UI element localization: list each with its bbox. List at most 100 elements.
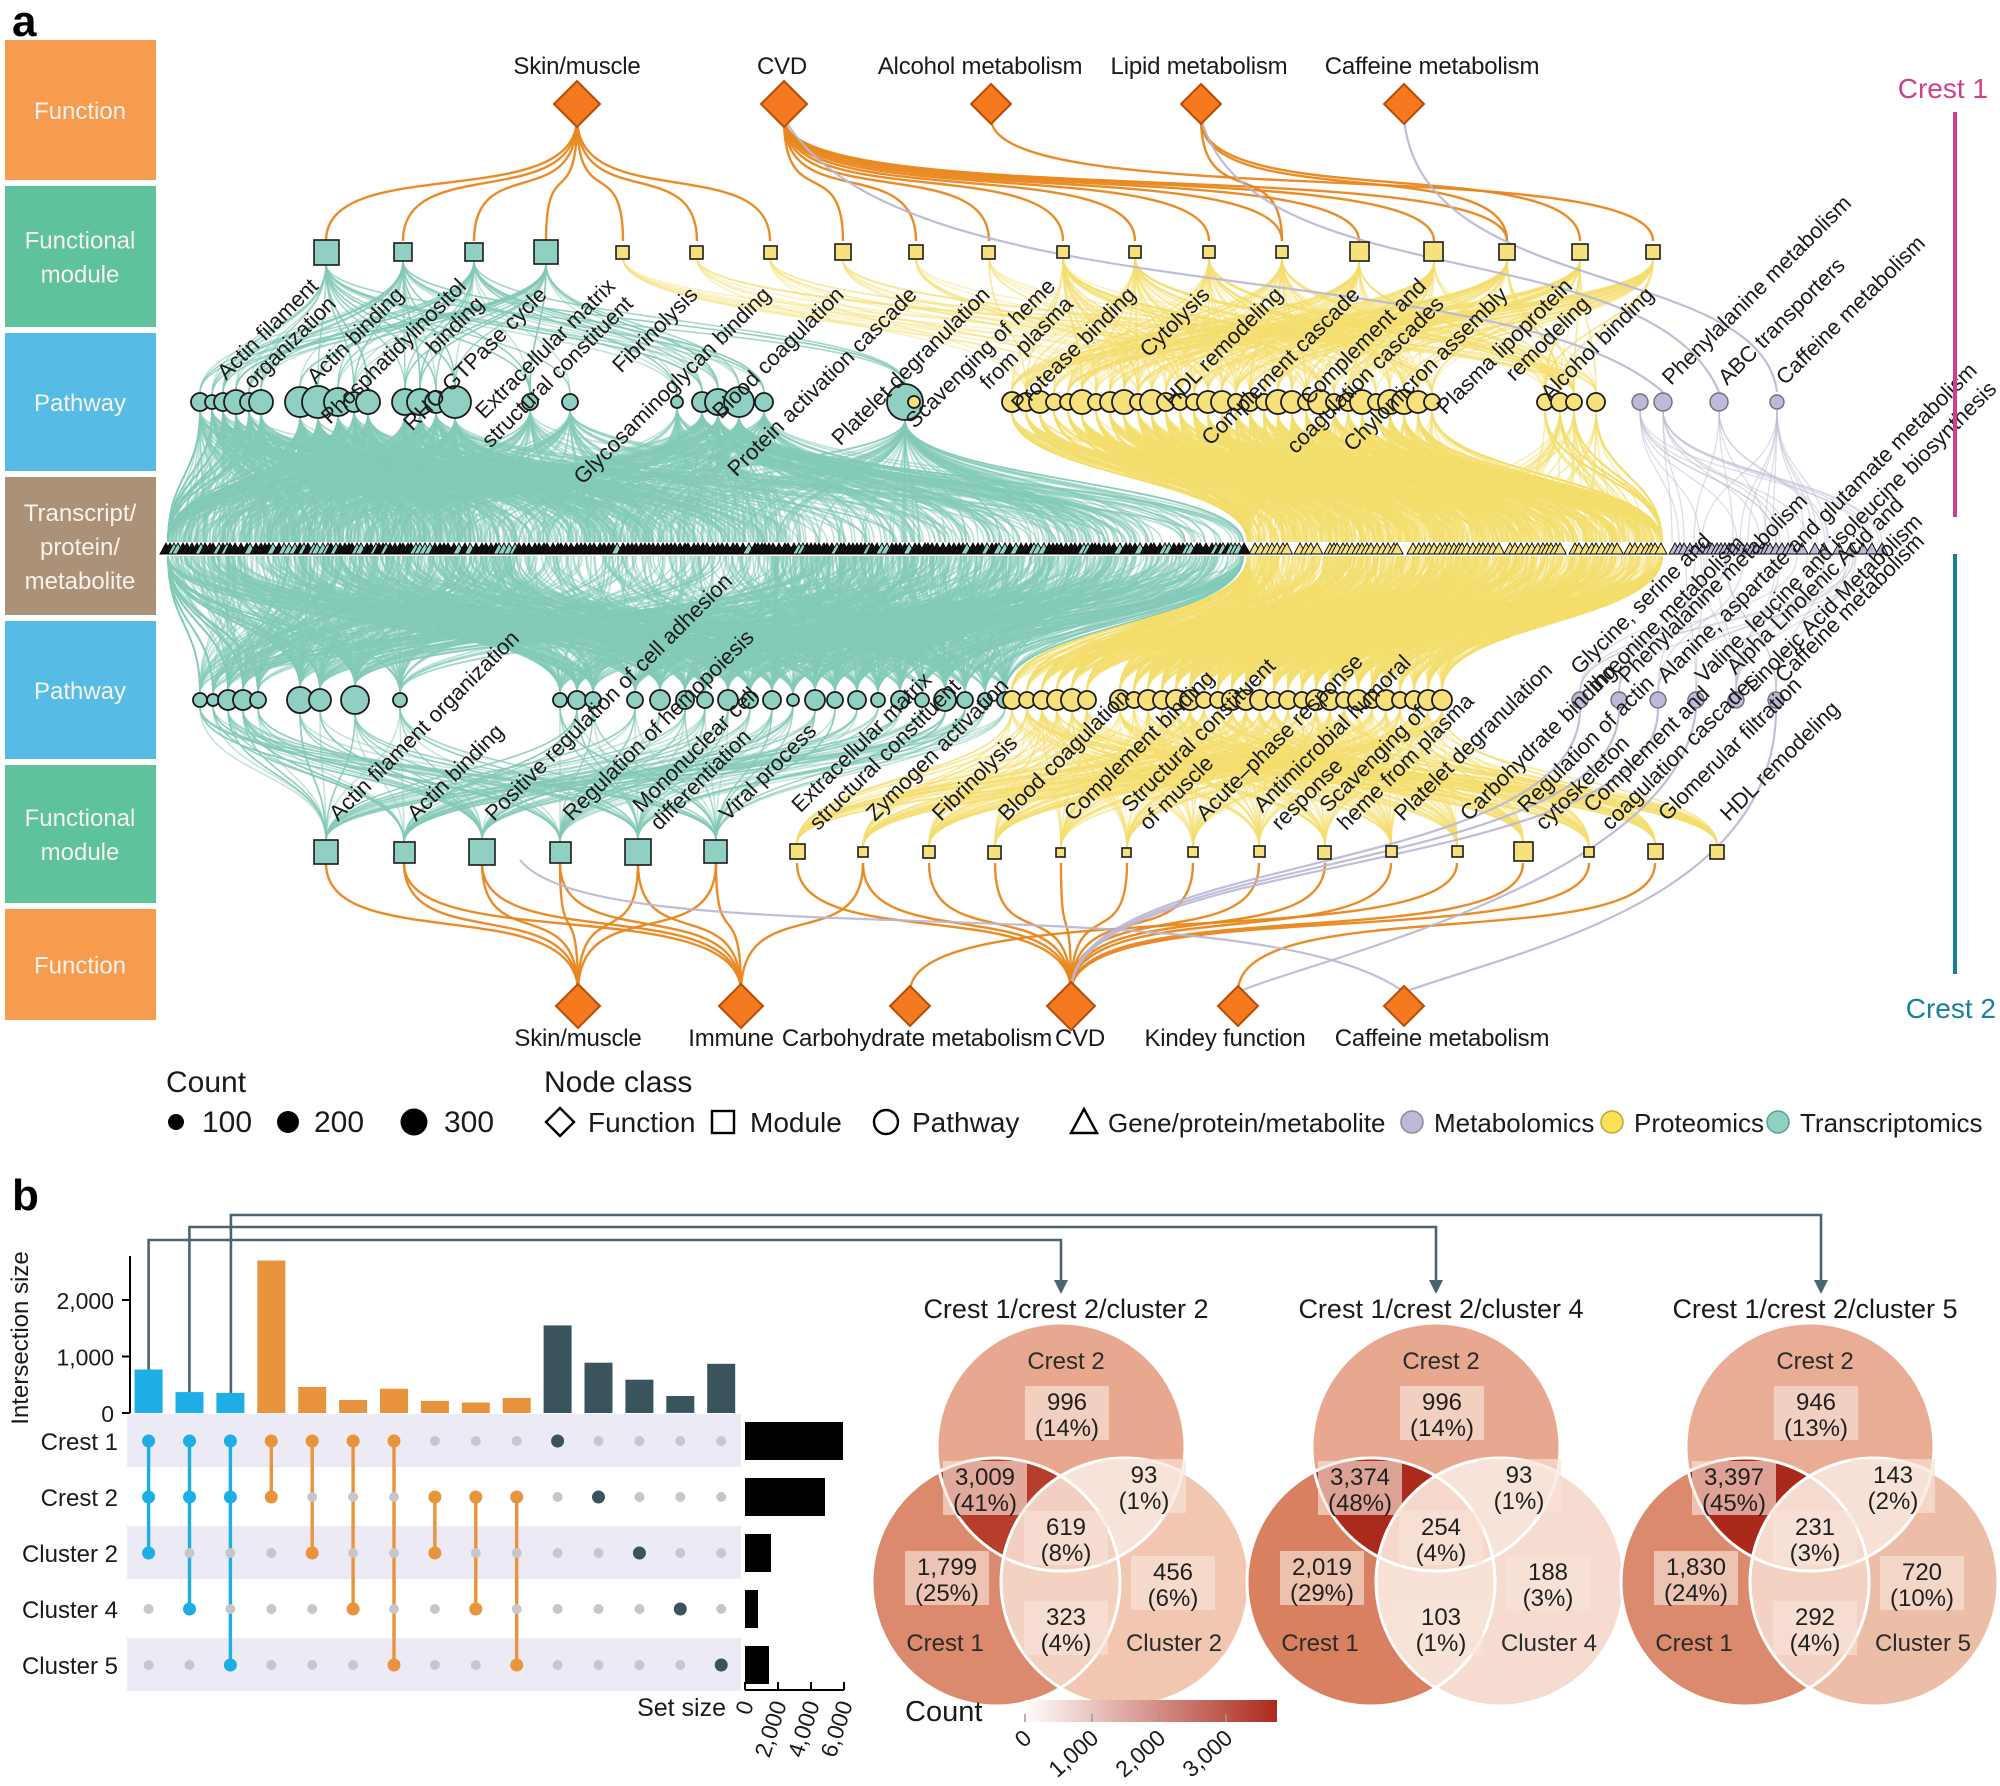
svg-text:Count: Count <box>166 1066 247 1099</box>
svg-text:Intersection size: Intersection size <box>7 1251 34 1424</box>
svg-text:Cluster 4: Cluster 4 <box>1501 1630 1597 1657</box>
svg-text:Immune: Immune <box>688 1025 774 1052</box>
svg-text:720: 720 <box>1902 1559 1942 1586</box>
svg-text:143: 143 <box>1873 1462 1913 1489</box>
svg-text:619: 619 <box>1046 1514 1086 1541</box>
svg-text:CVD: CVD <box>1055 1025 1105 1052</box>
svg-text:Pathway: Pathway <box>34 390 126 417</box>
svg-text:(14%): (14%) <box>1410 1415 1474 1442</box>
svg-text:Set size: Set size <box>637 1694 726 1722</box>
svg-text:Crest 1: Crest 1 <box>1655 1630 1732 1657</box>
svg-text:1,830: 1,830 <box>1666 1554 1726 1581</box>
svg-text:(45%): (45%) <box>1702 1490 1766 1517</box>
svg-text:(29%): (29%) <box>1290 1580 1354 1607</box>
svg-text:3,009: 3,009 <box>955 1464 1015 1491</box>
svg-text:Crest 2: Crest 2 <box>41 1485 118 1512</box>
svg-text:Crest 1/crest 2/cluster 4: Crest 1/crest 2/cluster 4 <box>1298 1294 1583 1324</box>
svg-text:946: 946 <box>1796 1389 1836 1416</box>
svg-text:protein/: protein/ <box>40 534 120 561</box>
svg-text:(4%): (4%) <box>1416 1540 1467 1567</box>
svg-text:Skin/muscle: Skin/muscle <box>514 1025 641 1052</box>
svg-text:CVD: CVD <box>757 53 807 80</box>
svg-text:Crest 1: Crest 1 <box>1898 73 1988 104</box>
svg-text:1,000: 1,000 <box>56 1345 114 1371</box>
svg-text:(1%): (1%) <box>1494 1488 1545 1515</box>
svg-text:(8%): (8%) <box>1041 1540 1092 1567</box>
svg-text:Cluster 2: Cluster 2 <box>1126 1630 1222 1657</box>
svg-text:Node class: Node class <box>544 1066 692 1099</box>
svg-text:Cluster 2: Cluster 2 <box>22 1541 118 1568</box>
svg-text:93: 93 <box>1506 1462 1533 1489</box>
svg-text:Cluster 5: Cluster 5 <box>22 1653 118 1680</box>
svg-text:93: 93 <box>1131 1462 1158 1489</box>
svg-text:Crest 2: Crest 2 <box>1776 1348 1853 1375</box>
svg-text:3,374: 3,374 <box>1330 1464 1390 1491</box>
svg-text:(48%): (48%) <box>1328 1490 1392 1517</box>
svg-text:Alcohol metabolism: Alcohol metabolism <box>878 53 1083 80</box>
svg-text:Crest 2: Crest 2 <box>1906 993 1996 1024</box>
svg-text:(3%): (3%) <box>1523 1585 1574 1612</box>
svg-text:(4%): (4%) <box>1790 1630 1841 1657</box>
svg-text:metabolite: metabolite <box>25 568 136 595</box>
svg-text:Crest 2: Crest 2 <box>1402 1348 1479 1375</box>
svg-text:231: 231 <box>1795 1514 1835 1541</box>
svg-text:Function: Function <box>34 953 126 980</box>
svg-text:3,397: 3,397 <box>1704 1464 1764 1491</box>
svg-text:Function: Function <box>588 1107 695 1138</box>
svg-text:Cluster 5: Cluster 5 <box>1875 1630 1971 1657</box>
svg-text:456: 456 <box>1153 1559 1193 1586</box>
svg-text:(41%): (41%) <box>953 1490 1017 1517</box>
svg-text:Module: Module <box>750 1107 842 1138</box>
svg-text:Caffeine metabolism: Caffeine metabolism <box>1335 1025 1550 1052</box>
svg-text:Carbohydrate metabolism: Carbohydrate metabolism <box>782 1025 1052 1052</box>
svg-text:0: 0 <box>101 1401 114 1427</box>
svg-text:188: 188 <box>1528 1559 1568 1586</box>
svg-text:Count: Count <box>905 1696 982 1728</box>
svg-text:Transcriptomics: Transcriptomics <box>1800 1108 1983 1138</box>
svg-text:100: 100 <box>202 1106 252 1139</box>
svg-text:2,000: 2,000 <box>56 1288 114 1314</box>
svg-text:200: 200 <box>314 1106 364 1139</box>
svg-text:Crest 1: Crest 1 <box>1281 1630 1358 1657</box>
svg-text:Functional: Functional <box>25 228 136 255</box>
svg-text:Crest 1/crest 2/cluster 2: Crest 1/crest 2/cluster 2 <box>923 1294 1208 1324</box>
svg-text:(4%): (4%) <box>1041 1630 1092 1657</box>
svg-text:(1%): (1%) <box>1119 1488 1170 1515</box>
svg-text:Crest 1: Crest 1 <box>906 1630 983 1657</box>
svg-text:(1%): (1%) <box>1416 1630 1467 1657</box>
svg-text:996: 996 <box>1422 1389 1462 1416</box>
svg-text:996: 996 <box>1047 1389 1087 1416</box>
svg-text:Crest 1/crest 2/cluster 5: Crest 1/crest 2/cluster 5 <box>1672 1294 1957 1324</box>
svg-text:Skin/muscle: Skin/muscle <box>513 53 640 80</box>
svg-text:Pathway: Pathway <box>34 678 126 705</box>
svg-text:(25%): (25%) <box>915 1580 979 1607</box>
svg-text:Proteomics: Proteomics <box>1634 1108 1764 1138</box>
svg-text:Crest 1: Crest 1 <box>41 1429 118 1456</box>
svg-text:Lipid metabolism: Lipid metabolism <box>1111 53 1288 80</box>
svg-text:Transcript/: Transcript/ <box>24 500 137 527</box>
svg-text:1,799: 1,799 <box>917 1554 977 1581</box>
svg-text:(3%): (3%) <box>1790 1540 1841 1567</box>
svg-text:module: module <box>41 262 120 289</box>
svg-text:Kindey function: Kindey function <box>1144 1025 1305 1052</box>
svg-text:(14%): (14%) <box>1035 1415 1099 1442</box>
svg-text:a: a <box>12 0 37 46</box>
svg-text:Functional: Functional <box>25 805 136 832</box>
svg-text:Pathway: Pathway <box>912 1107 1019 1138</box>
svg-text:292: 292 <box>1795 1604 1835 1631</box>
svg-text:(13%): (13%) <box>1784 1415 1848 1442</box>
svg-text:Crest 2: Crest 2 <box>1027 1348 1104 1375</box>
svg-text:Caffeine metabolism: Caffeine metabolism <box>1325 53 1540 80</box>
svg-text:Function: Function <box>34 98 126 125</box>
svg-text:2,019: 2,019 <box>1292 1554 1352 1581</box>
svg-text:(2%): (2%) <box>1868 1488 1919 1515</box>
svg-text:103: 103 <box>1421 1604 1461 1631</box>
svg-text:(6%): (6%) <box>1148 1585 1199 1612</box>
svg-text:b: b <box>12 1171 39 1220</box>
svg-text:254: 254 <box>1421 1514 1461 1541</box>
svg-text:Metabolomics: Metabolomics <box>1434 1108 1594 1138</box>
svg-text:Cluster 4: Cluster 4 <box>22 1597 118 1624</box>
svg-text:Gene/protein/metabolite: Gene/protein/metabolite <box>1108 1108 1386 1138</box>
svg-text:323: 323 <box>1046 1604 1086 1631</box>
svg-text:module: module <box>41 839 120 866</box>
